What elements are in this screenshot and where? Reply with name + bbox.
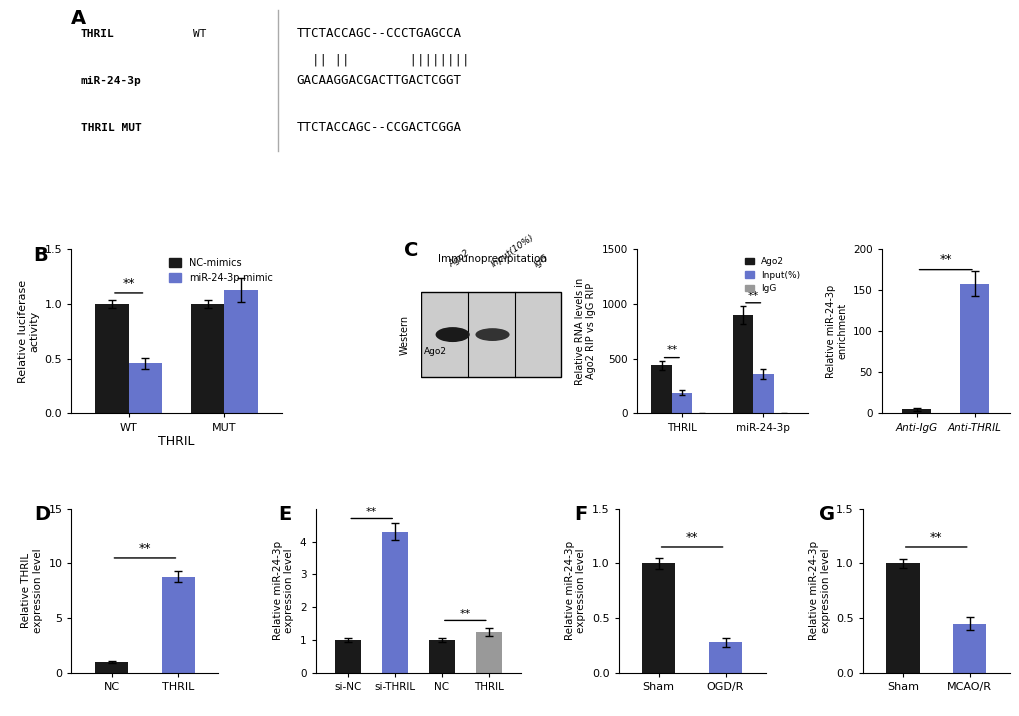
Bar: [732, 315, 752, 414]
Bar: [128, 363, 162, 414]
Text: IgG: IgG: [532, 253, 549, 268]
Bar: [672, 392, 692, 414]
X-axis label: THRIL: THRIL: [158, 435, 195, 448]
Bar: [886, 563, 919, 673]
Bar: [224, 290, 258, 414]
Y-axis label: Relative miR-24-3p
expression level: Relative miR-24-3p expression level: [565, 541, 586, 640]
Text: **: **: [938, 253, 951, 266]
Bar: [959, 284, 988, 414]
Text: G: G: [818, 505, 834, 524]
Text: Western: Western: [399, 314, 410, 354]
Text: **: **: [139, 542, 151, 555]
Text: E: E: [278, 505, 291, 524]
Text: Ago2: Ago2: [446, 248, 471, 268]
Bar: [752, 374, 772, 414]
Bar: [429, 640, 454, 673]
Bar: [382, 532, 408, 673]
Text: TTCTACCAGC--CCCTGAGCCA: TTCTACCAGC--CCCTGAGCCA: [297, 27, 462, 40]
Y-axis label: Relative miR-24-3p
expression level: Relative miR-24-3p expression level: [808, 541, 829, 640]
Text: WT: WT: [194, 29, 207, 39]
Ellipse shape: [475, 328, 510, 341]
Text: TTCTACCAGC--CCGACTCGGA: TTCTACCAGC--CCGACTCGGA: [297, 121, 462, 134]
Text: Ago2: Ago2: [424, 347, 446, 356]
Text: Input(10%): Input(10%): [489, 233, 536, 268]
Text: **: **: [460, 609, 471, 619]
Text: || ||        ||||||||: || || ||||||||: [297, 54, 469, 67]
Text: A: A: [71, 9, 87, 28]
Y-axis label: Relative luciferase
activity: Relative luciferase activity: [17, 280, 39, 383]
Bar: [708, 642, 742, 673]
Text: **: **: [122, 276, 135, 290]
Text: **: **: [747, 291, 758, 301]
Text: B: B: [34, 246, 48, 265]
Bar: [651, 365, 672, 414]
Text: miR-24-3p: miR-24-3p: [81, 76, 142, 86]
Text: **: **: [366, 507, 377, 517]
FancyBboxPatch shape: [421, 292, 560, 377]
Y-axis label: Relative miR-24-3p
enrichment: Relative miR-24-3p enrichment: [825, 285, 847, 378]
Legend: NC-mimics, miR-24-3p-mimic: NC-mimics, miR-24-3p-mimic: [165, 254, 276, 286]
Bar: [95, 304, 128, 414]
Y-axis label: Relative miR-24-3p
expression level: Relative miR-24-3p expression level: [272, 541, 294, 640]
Legend: Ago2, Input(%), IgG: Ago2, Input(%), IgG: [740, 253, 803, 297]
Y-axis label: Relative THRIL
expression level: Relative THRIL expression level: [21, 548, 43, 633]
Bar: [476, 632, 501, 673]
Text: THRIL MUT: THRIL MUT: [81, 122, 142, 132]
Bar: [335, 640, 361, 673]
Text: D: D: [35, 505, 51, 524]
Bar: [161, 576, 195, 673]
Text: C: C: [404, 241, 418, 260]
Bar: [901, 410, 930, 414]
Text: GACAAGGACGACTTGACTCGGT: GACAAGGACGACTTGACTCGGT: [297, 74, 462, 87]
Text: **: **: [929, 531, 942, 543]
Bar: [95, 662, 128, 673]
Ellipse shape: [435, 327, 470, 342]
Text: Immunoprecipitation: Immunoprecipitation: [437, 254, 546, 264]
Text: **: **: [685, 531, 698, 543]
Bar: [191, 304, 224, 414]
Bar: [952, 624, 985, 673]
Y-axis label: Relative RNA levels in
Ago2 RIP vs IgG RIP: Relative RNA levels in Ago2 RIP vs IgG R…: [575, 278, 596, 385]
Text: THRIL: THRIL: [81, 29, 114, 39]
Text: **: **: [665, 345, 677, 355]
Text: F: F: [574, 505, 587, 524]
Bar: [641, 563, 675, 673]
